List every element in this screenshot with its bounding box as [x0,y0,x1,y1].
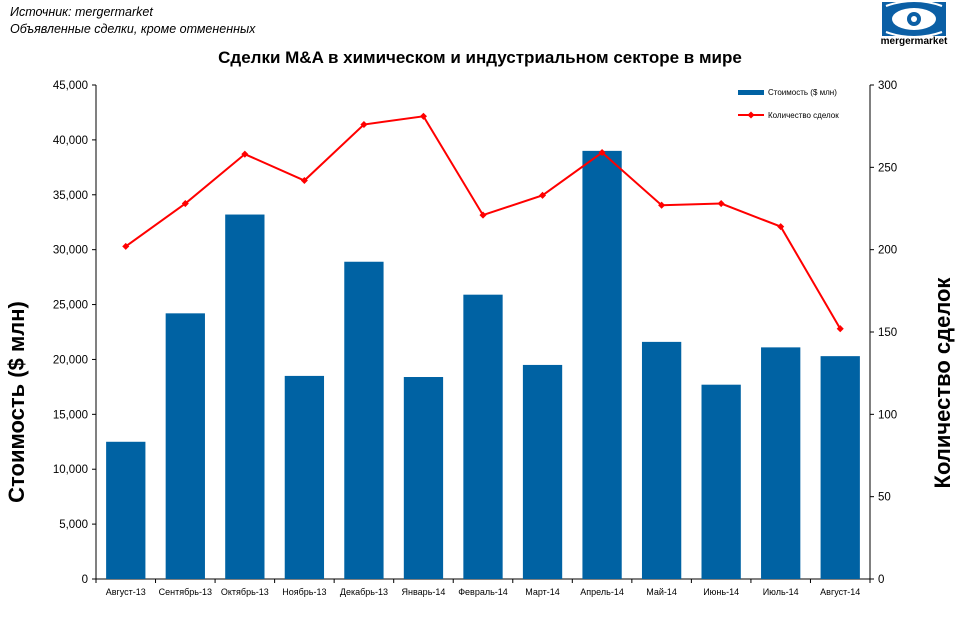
x-tick-label: Август-13 [106,587,146,597]
bar [820,356,860,579]
x-tick-label: Декабрь-13 [340,587,388,597]
x-tick-label: Ноябрь-13 [282,587,326,597]
y-left-tick-label: 40,000 [53,135,88,147]
bar [463,294,503,579]
y-left-tick-label: 35,000 [53,190,88,202]
bar [522,364,563,579]
x-tick-label: Август-14 [820,587,860,597]
source-line-1: Источник: mergermarket [10,5,153,19]
logo-text: mergermarket [880,36,948,47]
line-point [360,120,368,129]
bar [165,313,205,579]
bar [761,347,801,579]
x-tick-label: Февраль-14 [458,587,508,597]
chart-title: Сделки M&A в химическом и индустриальном… [218,48,742,67]
line-point [598,148,606,157]
line-point [419,112,427,120]
x-tick-label: Июнь-14 [703,587,739,597]
eye-logo-icon [882,2,946,38]
y-right-tick-label: 100 [878,409,897,421]
x-tick-label: Апрель-14 [580,587,624,597]
y-left-tick-label: 45,000 [53,80,88,92]
y-right-tick-label: 200 [878,245,897,257]
bar [582,150,622,579]
x-tick-label: Сентябрь-13 [159,587,212,597]
bar [225,214,265,579]
source-note: Источник: mergermarket Объявленные сделк… [10,4,255,38]
legend-label-line: Количество сделок [768,111,839,120]
source-line-2: Объявленные сделки, кроме отмененных [10,22,256,36]
line-point [181,200,189,208]
line-series-group [122,112,844,333]
legend: Стоимость ($ млн) Количество сделок [738,88,839,120]
mergermarket-logo: mergermarket [872,2,956,50]
line-point [539,191,547,199]
line-point [658,201,666,209]
line-point [777,223,785,231]
bar [284,375,325,579]
legend-swatch-marker [747,111,755,119]
y-left-tick-label: 15,000 [53,409,88,421]
bar [641,341,682,579]
bar [344,261,384,579]
y-right-tick-label: 300 [878,80,897,92]
bar [403,377,444,579]
line-point [717,200,725,208]
y-right-tick-label: 150 [878,327,897,339]
y-left-tick-label: 20,000 [53,354,88,366]
y-left-tick-label: 0 [82,574,88,586]
y-left-tick-label: 5,000 [59,519,88,531]
y-left-tick-label: 25,000 [53,300,88,312]
y-right-tick-label: 0 [878,574,884,586]
x-tick-label: Май-14 [646,587,677,597]
y-right-tick-label: 50 [878,492,891,504]
line-point [241,150,249,158]
line-point [479,211,487,219]
legend-swatch-bars [738,90,764,95]
x-tick-label: Июль-14 [763,587,799,597]
x-tick-label: Октябрь-13 [221,587,269,597]
y-left-tick-label: 30,000 [53,245,88,257]
bars-group [106,150,860,579]
x-tick-label: Январь-14 [402,587,446,597]
line-point [122,242,130,250]
y-left-tick-label: 10,000 [53,464,88,476]
y-right-tick-label: 250 [878,162,897,174]
line-point [836,325,844,333]
bar [701,384,741,579]
bar [106,441,146,579]
x-tick-label: Март-14 [525,587,560,597]
legend-label-bars: Стоимость ($ млн) [768,88,837,97]
line-point [300,176,308,185]
